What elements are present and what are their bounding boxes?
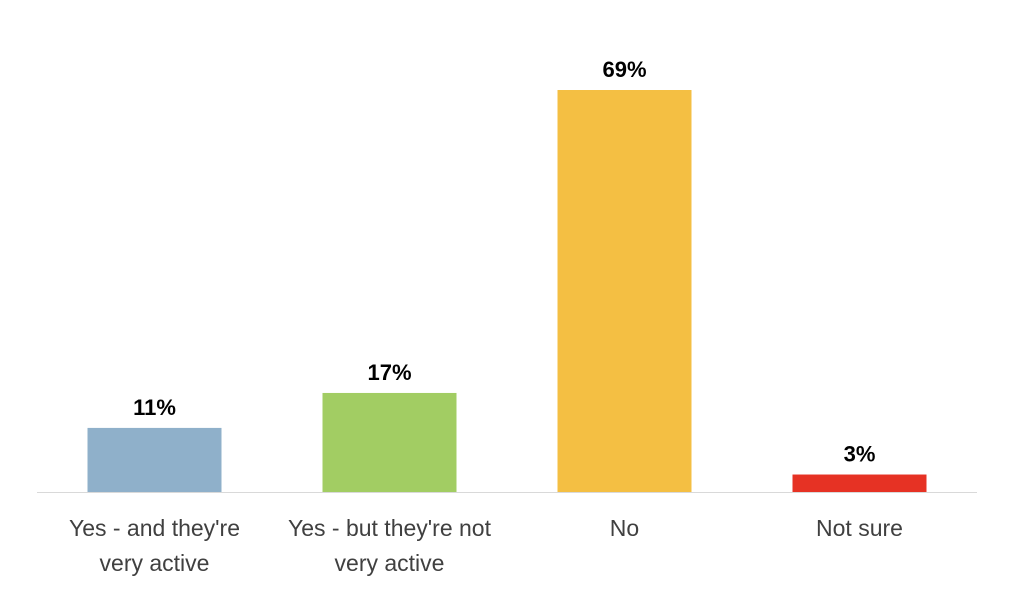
data-label-1: 11% <box>133 395 176 420</box>
category-label-line: Not sure <box>816 515 903 541</box>
category-label-4: Not sure <box>816 515 903 541</box>
category-label-3: No <box>610 515 639 541</box>
data-label-2: 17% <box>367 360 411 385</box>
data-labels-group: 11% 17% 69% 3% <box>133 57 875 467</box>
bar-2 <box>322 392 457 492</box>
bar-1 <box>87 427 222 492</box>
category-label-line: Yes - and they're <box>69 515 240 541</box>
data-label-4: 3% <box>844 442 876 467</box>
category-label-1: Yes - and they're very active <box>69 515 240 576</box>
category-label-2: Yes - but they're not very active <box>288 515 492 576</box>
bar-3 <box>557 90 692 492</box>
category-label-line: very active <box>335 550 445 576</box>
bars-group <box>87 90 927 492</box>
category-label-line: very active <box>100 550 210 576</box>
bar-4 <box>792 474 927 492</box>
category-label-line: Yes - but they're not <box>288 515 492 541</box>
category-label-line: No <box>610 515 639 541</box>
data-label-3: 69% <box>602 57 646 82</box>
